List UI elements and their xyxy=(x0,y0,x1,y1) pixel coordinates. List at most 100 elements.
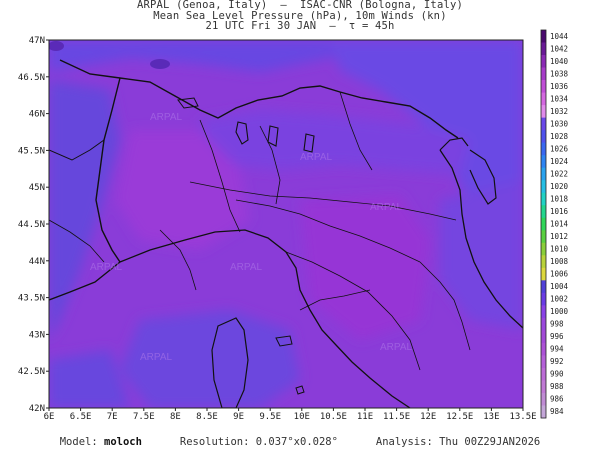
colorbar-label: 1022 xyxy=(550,169,568,178)
colorbar-swatch xyxy=(541,117,546,131)
pressure-spot-alps xyxy=(150,59,170,69)
colorbar-label: 1020 xyxy=(550,182,569,191)
lake-como xyxy=(267,125,279,147)
border-region-8 xyxy=(49,219,105,263)
colorbar-label: 1002 xyxy=(550,295,568,304)
pressure-area-piedmont xyxy=(115,130,250,250)
coastline-tyrrhenian xyxy=(119,229,411,408)
latitude-tick-label: 44.5N xyxy=(18,220,45,230)
colorbar-label: 990 xyxy=(550,370,564,379)
longitude-tick-label: 10.5E xyxy=(320,412,347,422)
pressure-band-sea xyxy=(120,310,300,408)
coastline-elba xyxy=(275,335,293,347)
pressure-colorbar: 1044 1042 1040 1038 1036 1034 1032 1030 1028 1026… xyxy=(540,29,569,419)
latitude-tick-label: 43.5N xyxy=(18,294,45,304)
colorbar-label: 1028 xyxy=(550,132,569,141)
pressure-area-apennines xyxy=(300,195,430,340)
geographic-lines xyxy=(49,59,523,408)
longitude-tick-label: 8E xyxy=(170,412,181,422)
colorbar-swatch xyxy=(541,67,546,81)
colorbar-label: 984 xyxy=(550,407,564,416)
colorbar-label: 992 xyxy=(550,357,564,366)
colorbar-label: 1014 xyxy=(550,220,569,229)
coastline-istria xyxy=(469,149,497,205)
coastline-venice xyxy=(439,137,469,151)
longitude-tick-label: 10E xyxy=(294,412,310,422)
colorbar-swatch xyxy=(541,330,546,344)
latitude-tick-label: 46N xyxy=(29,110,45,120)
lake-maggiore xyxy=(235,121,249,145)
colorbar-swatch xyxy=(541,317,546,331)
colorbar-swatch xyxy=(541,142,546,156)
colorbar-label: 996 xyxy=(550,332,564,341)
river-arno xyxy=(299,289,371,311)
colorbar-swatch xyxy=(541,342,546,356)
longitude-tick-label: 13.5E xyxy=(509,412,536,422)
latitude-tick-label: 42.5N xyxy=(18,367,45,377)
coastline-france xyxy=(49,261,121,301)
longitude-tick-label: 11.5E xyxy=(383,412,410,422)
colorbar-swatch xyxy=(541,30,546,43)
colorbar-swatch xyxy=(541,55,546,68)
colorbar-swatch xyxy=(541,230,546,244)
colorbar-label: 1034 xyxy=(550,94,569,103)
colorbar-label: 1008 xyxy=(550,257,569,266)
colorbar-frame xyxy=(540,29,547,419)
colorbar-label: 1016 xyxy=(550,207,569,216)
map-footer: Model: moloch Resolution: 0.037°x0.028° … xyxy=(0,436,600,448)
latitude-tick-label: 47N xyxy=(29,36,45,46)
colorbar-label: 988 xyxy=(550,382,564,391)
colorbar-label: 1030 xyxy=(550,119,569,128)
watermark: ARPAL xyxy=(230,262,262,273)
title-line-1: ARPAL (Genoa, Italy) — ISAC-CNR (Bologna… xyxy=(136,0,464,11)
longitude-tick-label: 7E xyxy=(107,412,118,422)
analysis-label: Analysis: xyxy=(375,436,433,448)
border-region-3 xyxy=(285,251,421,371)
colorbar-label: 1018 xyxy=(550,194,569,203)
resolution-value: 0.037°x0.028° xyxy=(255,436,338,448)
colorbar-label: 1040 xyxy=(550,57,569,66)
colorbar-label: 1044 xyxy=(550,32,569,41)
colorbar-swatch xyxy=(541,367,546,381)
coastline-adriatic xyxy=(439,149,523,329)
colorbar-swatch xyxy=(541,255,546,269)
colorbar-label: 1038 xyxy=(550,69,569,78)
longitude-tick-label: 12E xyxy=(420,412,436,422)
coastline-islet xyxy=(295,385,305,395)
colorbar-swatch xyxy=(541,355,546,369)
pressure-band-po-valley xyxy=(200,110,470,175)
colorbar-label: 1010 xyxy=(550,245,569,254)
colorbar-label: 1026 xyxy=(550,144,569,153)
analysis-value: Thu 00Z29JAN2026 xyxy=(439,436,541,448)
colorbar-swatch xyxy=(541,380,546,394)
latitude-tick-label: 43N xyxy=(29,330,45,340)
watermark: ARPAL xyxy=(300,152,332,163)
longitude-axis: 6E 6.5E 7E 7.5E 8E 8.5E 9E 9.5E 10E 10.5E 11E 11.5E… xyxy=(44,408,537,422)
colorbar-swatch xyxy=(541,42,546,56)
colorbar-swatch xyxy=(541,155,546,169)
watermarks: ARPAL ARPAL ARPAL ARPAL ARPAL ARPAL ARPA… xyxy=(90,112,412,363)
colorbar-label: 1024 xyxy=(550,157,569,166)
border-france-switzerland xyxy=(49,139,105,161)
colorbar-swatch xyxy=(541,392,546,406)
border-alps xyxy=(59,59,459,139)
latitude-tick-label: 45.5N xyxy=(18,146,45,156)
pressure-spot-corner xyxy=(49,41,64,51)
border-france-italy xyxy=(95,77,121,263)
colorbar-swatch xyxy=(541,280,546,294)
pressure-band-adriatic xyxy=(440,180,523,330)
title-line-2: Mean Sea Level Pressure (hPa), 10m Winds… xyxy=(153,9,447,22)
watermark: ARPAL xyxy=(150,112,182,123)
resolution-label: Resolution: xyxy=(179,436,250,448)
border-region-5 xyxy=(339,91,373,171)
latitude-tick-label: 42N xyxy=(29,404,45,414)
watermark: ARPAL xyxy=(370,202,402,213)
colorbar-swatch xyxy=(541,192,546,206)
colorbar-swatch xyxy=(541,92,546,106)
coastline-corsica xyxy=(211,317,249,408)
border-region-1 xyxy=(199,119,241,233)
colorbar-swatch xyxy=(541,267,546,281)
longitude-tick-label: 12.5E xyxy=(446,412,473,422)
colorbar-swatch xyxy=(541,80,546,93)
